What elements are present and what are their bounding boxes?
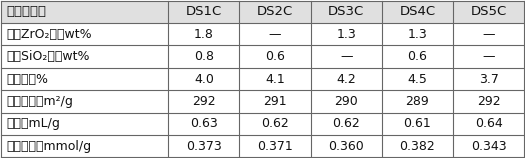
Text: 0.373: 0.373 [186,140,222,153]
Text: 0.63: 0.63 [190,117,218,130]
Text: 4.1: 4.1 [265,73,285,85]
Text: 碳含量，%: 碳含量，% [6,73,48,85]
Text: —: — [482,50,495,63]
Text: 红外总酸，mmol/g: 红外总酸，mmol/g [6,140,91,153]
Text: 1.8: 1.8 [194,28,214,41]
Text: 292: 292 [192,95,216,108]
Bar [382,1,453,23]
Text: 0.62: 0.62 [261,117,289,130]
Text: 引入SiO₂量，wt%: 引入SiO₂量，wt% [6,50,89,63]
Bar [239,1,311,23]
Text: 0.61: 0.61 [404,117,432,130]
Text: 289: 289 [406,95,429,108]
Text: DS5C: DS5C [470,5,507,18]
Text: 比表面积，m²/g: 比表面积，m²/g [6,95,73,108]
Text: 孔容，mL/g: 孔容，mL/g [6,117,60,130]
Text: 1.3: 1.3 [407,28,427,41]
Bar [168,1,239,23]
Text: 引入ZrO₂量，wt%: 引入ZrO₂量，wt% [6,28,91,41]
Text: —: — [340,50,352,63]
Text: 0.64: 0.64 [475,117,502,130]
Text: 0.371: 0.371 [257,140,293,153]
Text: 氧化铝编号: 氧化铝编号 [6,5,46,18]
Text: 291: 291 [263,95,287,108]
Text: DS2C: DS2C [257,5,293,18]
Text: 290: 290 [334,95,358,108]
Text: 0.6: 0.6 [265,50,285,63]
Text: DS4C: DS4C [400,5,436,18]
Text: 4.5: 4.5 [407,73,427,85]
Text: DS1C: DS1C [186,5,222,18]
Bar [1,1,168,23]
Text: DS3C: DS3C [328,5,364,18]
Text: 3.7: 3.7 [479,73,499,85]
Bar [311,1,382,23]
Text: 4.0: 4.0 [194,73,214,85]
Bar [453,1,524,23]
Text: 292: 292 [477,95,500,108]
Text: 4.2: 4.2 [337,73,356,85]
Text: 1.3: 1.3 [337,28,356,41]
Text: 0.343: 0.343 [471,140,507,153]
Text: 0.62: 0.62 [332,117,360,130]
Text: 0.382: 0.382 [400,140,435,153]
Text: —: — [269,28,281,41]
Text: —: — [482,28,495,41]
Text: 0.360: 0.360 [329,140,364,153]
Text: 0.8: 0.8 [194,50,214,63]
Text: 0.6: 0.6 [407,50,427,63]
